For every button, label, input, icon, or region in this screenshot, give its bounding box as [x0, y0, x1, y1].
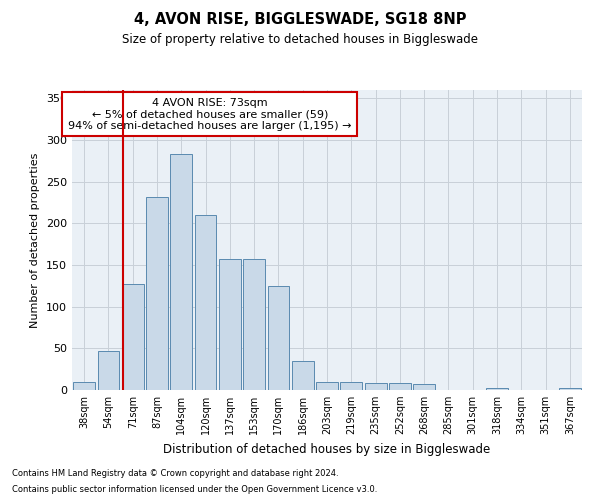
X-axis label: Distribution of detached houses by size in Biggleswade: Distribution of detached houses by size …	[163, 442, 491, 456]
Text: 4 AVON RISE: 73sqm
← 5% of detached houses are smaller (59)
94% of semi-detached: 4 AVON RISE: 73sqm ← 5% of detached hous…	[68, 98, 352, 130]
Bar	[219, 259, 241, 390]
Bar	[559, 388, 581, 390]
Bar	[73, 382, 95, 390]
Bar	[413, 384, 435, 390]
Bar	[170, 154, 192, 390]
Text: Contains public sector information licensed under the Open Government Licence v3: Contains public sector information licen…	[12, 485, 377, 494]
Bar	[365, 384, 386, 390]
Bar	[243, 259, 265, 390]
Text: 4, AVON RISE, BIGGLESWADE, SG18 8NP: 4, AVON RISE, BIGGLESWADE, SG18 8NP	[134, 12, 466, 28]
Bar	[122, 284, 143, 390]
Bar	[146, 196, 168, 390]
Bar	[389, 384, 411, 390]
Bar	[97, 351, 119, 390]
Bar	[316, 382, 338, 390]
Text: Contains HM Land Registry data © Crown copyright and database right 2024.: Contains HM Land Registry data © Crown c…	[12, 468, 338, 477]
Bar	[268, 286, 289, 390]
Text: Size of property relative to detached houses in Biggleswade: Size of property relative to detached ho…	[122, 32, 478, 46]
Y-axis label: Number of detached properties: Number of detached properties	[31, 152, 40, 328]
Bar	[292, 361, 314, 390]
Bar	[194, 215, 217, 390]
Bar	[486, 388, 508, 390]
Bar	[340, 382, 362, 390]
